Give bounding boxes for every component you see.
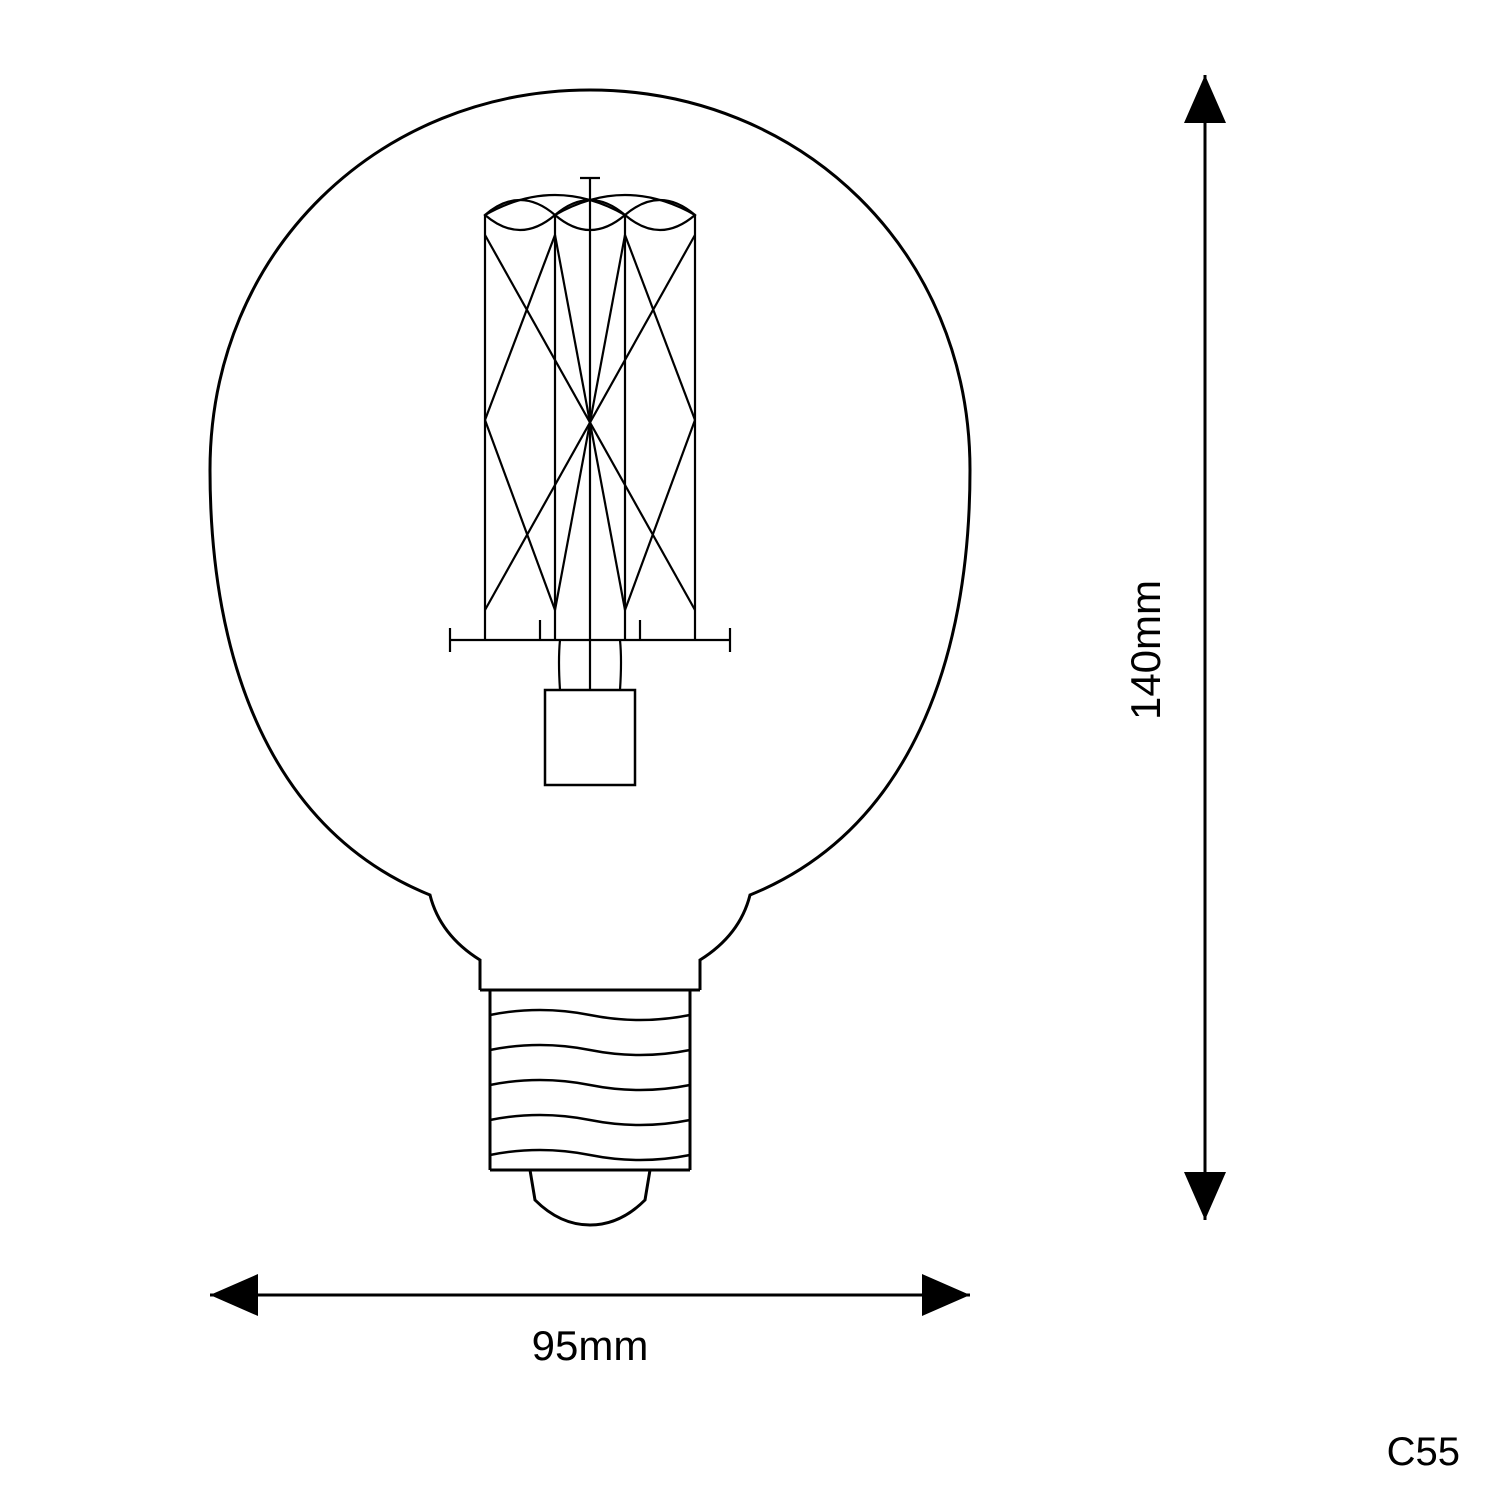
- bulb-technical-diagram: 95mm 140mm C55: [0, 0, 1500, 1500]
- filament-assembly: [450, 178, 730, 785]
- dimension-height: 140mm: [1122, 75, 1205, 1220]
- product-code: C55: [1387, 1430, 1460, 1474]
- dimension-width: 95mm: [210, 1295, 970, 1369]
- width-label: 95mm: [532, 1322, 649, 1369]
- height-label: 140mm: [1122, 580, 1169, 720]
